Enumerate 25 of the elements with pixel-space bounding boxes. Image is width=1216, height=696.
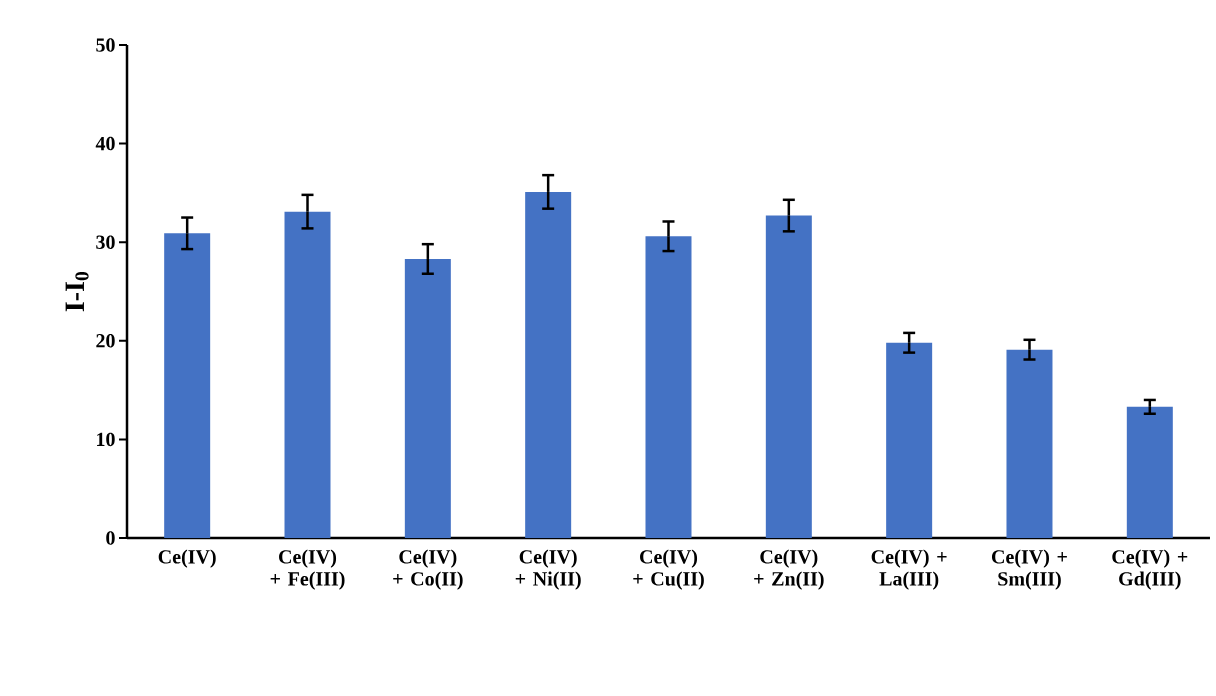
y-tick-label: 20: [96, 334, 115, 348]
x-tick-label: Ce(IV) + Ni(II): [515, 549, 581, 590]
bar: [765, 215, 812, 538]
bar: [1006, 349, 1053, 538]
x-tick-label: Ce(IV): [158, 549, 216, 568]
y-tick-label: 10: [97, 432, 115, 447]
x-tick-label: Ce(IV) + Zn(II): [754, 549, 824, 590]
x-tick-label: Ce(IV) + Fe(III): [270, 549, 345, 590]
x-tick-label: Ce(IV) + La(III): [871, 549, 947, 590]
bar: [164, 233, 211, 538]
x-tick-label: Ce(IV) + Cu(II): [633, 549, 704, 590]
bar: [1126, 406, 1173, 538]
y-tick-label: 40: [95, 136, 115, 151]
y-tick-label: 50: [96, 38, 115, 52]
x-tick-label: Ce(IV) + Sm(III): [991, 549, 1067, 590]
bar: [404, 258, 451, 538]
bar: [284, 211, 331, 538]
y-axis-title: I-I$_{0}$: [65, 272, 89, 312]
x-tick-label: Ce(IV) + Co(II): [393, 549, 463, 590]
bar: [886, 342, 933, 538]
y-tick-label: 0: [106, 531, 115, 545]
y-tick-label: 30: [96, 235, 115, 249]
bar: [525, 191, 572, 538]
bar: [645, 236, 692, 538]
x-tick-label: Ce(IV) + Gd(III): [1112, 549, 1188, 590]
